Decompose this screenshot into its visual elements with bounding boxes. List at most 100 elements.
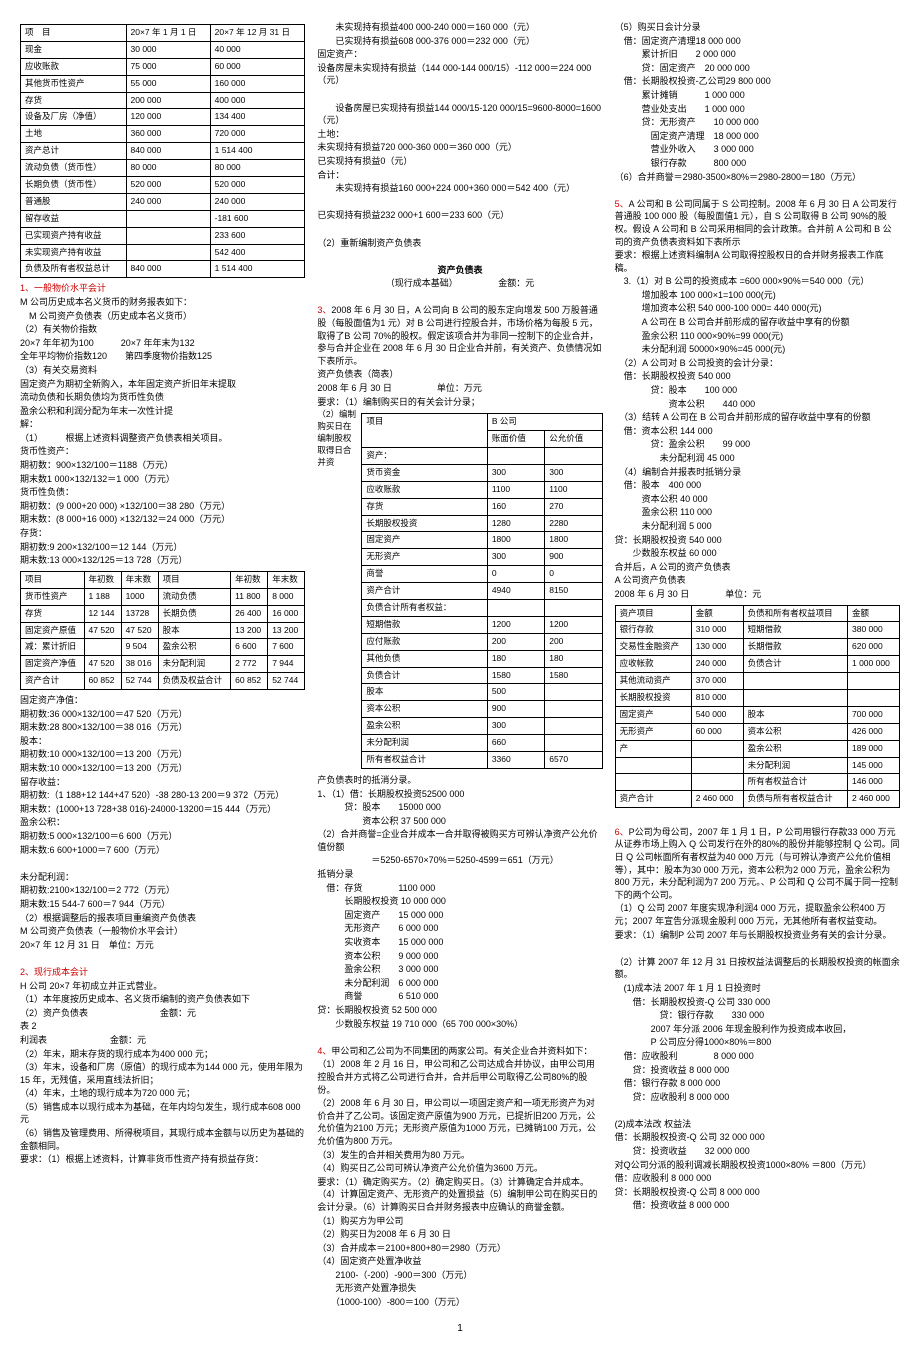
p: 资本公积 37 500 000: [317, 815, 602, 828]
heading-2: 2、现行成本会计: [20, 966, 305, 979]
p: 固定资产净值：: [20, 694, 305, 707]
p: 期末数：(8 000+16 000) ×132/132＝24 000（万元）: [20, 513, 305, 526]
p: 要求：（1）编制购买日的有关会计分录；: [317, 396, 602, 409]
p: 要求：（1）编制P 公司 2007 年与长期股权投资业务有关的会计分录。: [615, 929, 900, 942]
p: 要求：（1）确定购买方。（2）确定购买日。（3）计算确定合并成本。（4）计算固定…: [317, 1176, 602, 1214]
p: 贷：投资收益 32 000 000: [615, 1145, 900, 1158]
p: 未分配利润 45 000: [615, 452, 900, 465]
p: （3）合并成本＝2100+800+80＝2980（万元）: [317, 1242, 602, 1255]
p: A 公司在 B 公司合并前形成的留存收益中享有的份额: [615, 316, 900, 329]
p: 20×7 年年初为100 20×7 年年末为132: [20, 337, 305, 350]
p: 期初数：(9 000+20 000) ×132/100＝38 280（万元）: [20, 500, 305, 513]
p: （4）购买日乙公司可辨认净资产公允价值为3600 万元。: [317, 1162, 602, 1175]
p: 期初数:9 200×132/100＝12 144（万元）: [20, 541, 305, 554]
p: 2100-（-200）-900＝300（万元）: [317, 1269, 602, 1282]
table3-wrap: （2）编制购买日在编制股权取得日合并资 项目B 公司 账面价值公允价值 资产： …: [317, 409, 602, 773]
p: （1）购买方为甲公司: [317, 1215, 602, 1228]
p: 已实现持有损益0（元）: [317, 155, 602, 168]
p: 股本：: [20, 735, 305, 748]
p: （2）根据调整后的报表项目重编资产负债表: [20, 912, 305, 925]
p: 贷：投资收益 8 000 000: [615, 1064, 900, 1077]
p: 盈余公积 110 000×90%=99 000(元): [615, 330, 900, 343]
p: （6）销售及管理费用、所得税项目，其现行成本金额与以历史为基础的金额相同。: [20, 1127, 305, 1152]
p: 2008 年 6 月 30 日 单位：元: [615, 588, 900, 601]
p: （5）销售成本以现行成本为基础，在年内均匀发生，现行成本608 000 元: [20, 1101, 305, 1126]
p: 未实现持有损益160 000+224 000+360 000＝542 400（元…: [317, 182, 602, 195]
p: （2）资产负债表 金额：元: [20, 1007, 305, 1020]
p: 贷：长期股权投资-Q 公司 8 000 000: [615, 1186, 900, 1199]
p: （1）Q 公司 2007 年度实现净利润4 000 万元，提取盈余公积400 万…: [615, 902, 900, 927]
p: （5）购买日会计分录: [615, 21, 900, 34]
table-5: 资产项目金额负债和所有者权益项目金额 银行存款310 000短期借款380 00…: [615, 605, 900, 809]
p: （现行成本基础） 金额：元: [317, 277, 602, 290]
p: 未实现持有损益720 000-360 000＝360 000（元）: [317, 141, 602, 154]
p: 资产负债表（简表）: [317, 368, 602, 381]
p: 合并后，A 公司的资产负债表: [615, 561, 900, 574]
p: 流动负债和长期负债均为货币性负债: [20, 391, 305, 404]
p: 要求：（1）根据上述资料，计算非货币性资产持有损益存货：: [20, 1153, 305, 1166]
p: 无形资产 6 000 000: [317, 922, 602, 935]
balance-sheet-title: 资产负债表: [317, 264, 602, 277]
p: 货币性负债：: [20, 486, 305, 499]
p: （2）2008 年 6 月 30 日，甲公司以一项固定资产和一项无形资产为对价合…: [317, 1097, 602, 1147]
p: 期初数:5 000×132/100＝6 600（万元）: [20, 830, 305, 843]
p: 抵销分录: [317, 868, 602, 881]
p: 期末数:6 600+1000＝7 600（万元）: [20, 844, 305, 857]
p: （1）2008 年 2 月 16 日，甲公司和乙公司达成合并协议，由甲公司用控股…: [317, 1058, 602, 1096]
p: 固定资产：: [317, 48, 602, 61]
p: 贷：应收股利 8 000 000: [615, 1091, 900, 1104]
p: 产负债表时的抵消分录。: [317, 774, 602, 787]
p: 借：投资收益 8 000 000: [615, 1199, 900, 1212]
p: 贷：长期股权投资 52 500 000: [317, 1004, 602, 1017]
p: A 公司资产负债表: [615, 574, 900, 587]
p: 期初数：900×132/100＝1188（万元）: [20, 459, 305, 472]
p: （3）有关交易资料: [20, 364, 305, 377]
p: H 公司 20×7 年初成立并正式营业。: [20, 980, 305, 993]
p: 合计：: [317, 169, 602, 182]
page-container: 项 目20×7 年 1 月 1 日20×7 年 12 月 31 日 现金30 0…: [20, 20, 900, 1310]
p: M 公司历史成本名义货币的财务报表如下：: [20, 296, 305, 309]
p: 贷：长期股权投资 540 000: [615, 534, 900, 547]
p: （2）有关物价指数: [20, 323, 305, 336]
p: 资本公积 440 000: [615, 398, 900, 411]
p: 解：: [20, 418, 305, 431]
p: 少数股东权益 19 710 000（65 700 000×30%）: [317, 1018, 602, 1031]
p: （3）结转 A 公司在 B 公司合并前形成的留存收益中享有的份额: [615, 411, 900, 424]
p: 3.（1）对 B 公司的投资成本 =600 000×90%＝540 000（元）: [615, 275, 900, 288]
p: 期末数：(1000+13 728+38 016)-24000-13200＝15 …: [20, 803, 305, 816]
p: 借：长期股权投资 540 000: [615, 370, 900, 383]
p: （4）编制合并报表时抵销分录: [615, 466, 900, 479]
t1h0: 项 目: [21, 25, 127, 42]
p: 贷：股本 15000 000: [317, 801, 602, 814]
p: 资本公积 40 000: [615, 493, 900, 506]
p: 贷：固定资产 20 000 000: [615, 62, 900, 75]
p: 贷：股本 100 000: [615, 384, 900, 397]
p: ＝5250-6570×70%＝5250-4599＝651（万元）: [317, 854, 602, 867]
p: P 公司应分得1000×80%＝800: [615, 1036, 900, 1049]
p: 未实现持有损益400 000-240 000＝160 000（元）: [317, 21, 602, 34]
p: 借：长期股权投资-Q 公司 32 000 000: [615, 1131, 900, 1144]
p: 借：股本 400 000: [615, 479, 900, 492]
p: 固定资产清理 18 000 000: [615, 130, 900, 143]
p: 实收资本 15 000 000: [317, 936, 602, 949]
p: 利润表 金额：元: [20, 1034, 305, 1047]
p: （2）计算 2007 年 12 月 31 日按权益法调整后的长期股权投资的帐面余…: [615, 956, 900, 981]
p: （1）本年度按历史成本、名义货币编制的资产负债表如下: [20, 993, 305, 1006]
p: (1)成本法 2007 年 1 月 1 日投资时: [615, 982, 900, 995]
p: 盈余公积和利润分配为年末一次性计提: [20, 405, 305, 418]
p: 未分配利润 6 000 000: [317, 977, 602, 990]
p: 营业处支出 1 000 000: [615, 103, 900, 116]
p: 借：长期股权投资-乙公司29 800 000: [615, 75, 900, 88]
heading-6: 6、P公司为母公司，2007 年 1 月 1 日，P 公司用银行存款33 000…: [615, 826, 900, 902]
p: M 公司资产负债表（历史成本名义货币）: [20, 310, 305, 323]
column-1: 项 目20×7 年 1 月 1 日20×7 年 12 月 31 日 现金30 0…: [20, 20, 305, 1310]
heading-3: 3、2008 年 6 月 30 日，A 公司向 B 公司的股东定向增发 500 …: [317, 304, 602, 367]
p: 期末数:28 800×132/100＝38 016（万元）: [20, 721, 305, 734]
p: 土地：: [317, 128, 602, 141]
p: 借：存货 1100 000: [317, 882, 602, 895]
p: M 公司资产负债表（一般物价水平会计）: [20, 925, 305, 938]
p: 已实现持有损益232 000+1 600＝233 600（元）: [317, 209, 602, 222]
column-2: 未实现持有损益400 000-240 000＝160 000（元） 已实现持有损…: [317, 20, 602, 1310]
p: 固定资产为期初全新购入，本年固定资产折旧年末提取: [20, 378, 305, 391]
p: （3）年末，设备和厂房（原值）的现行成本为144 000 元，使用年限为 15 …: [20, 1061, 305, 1086]
